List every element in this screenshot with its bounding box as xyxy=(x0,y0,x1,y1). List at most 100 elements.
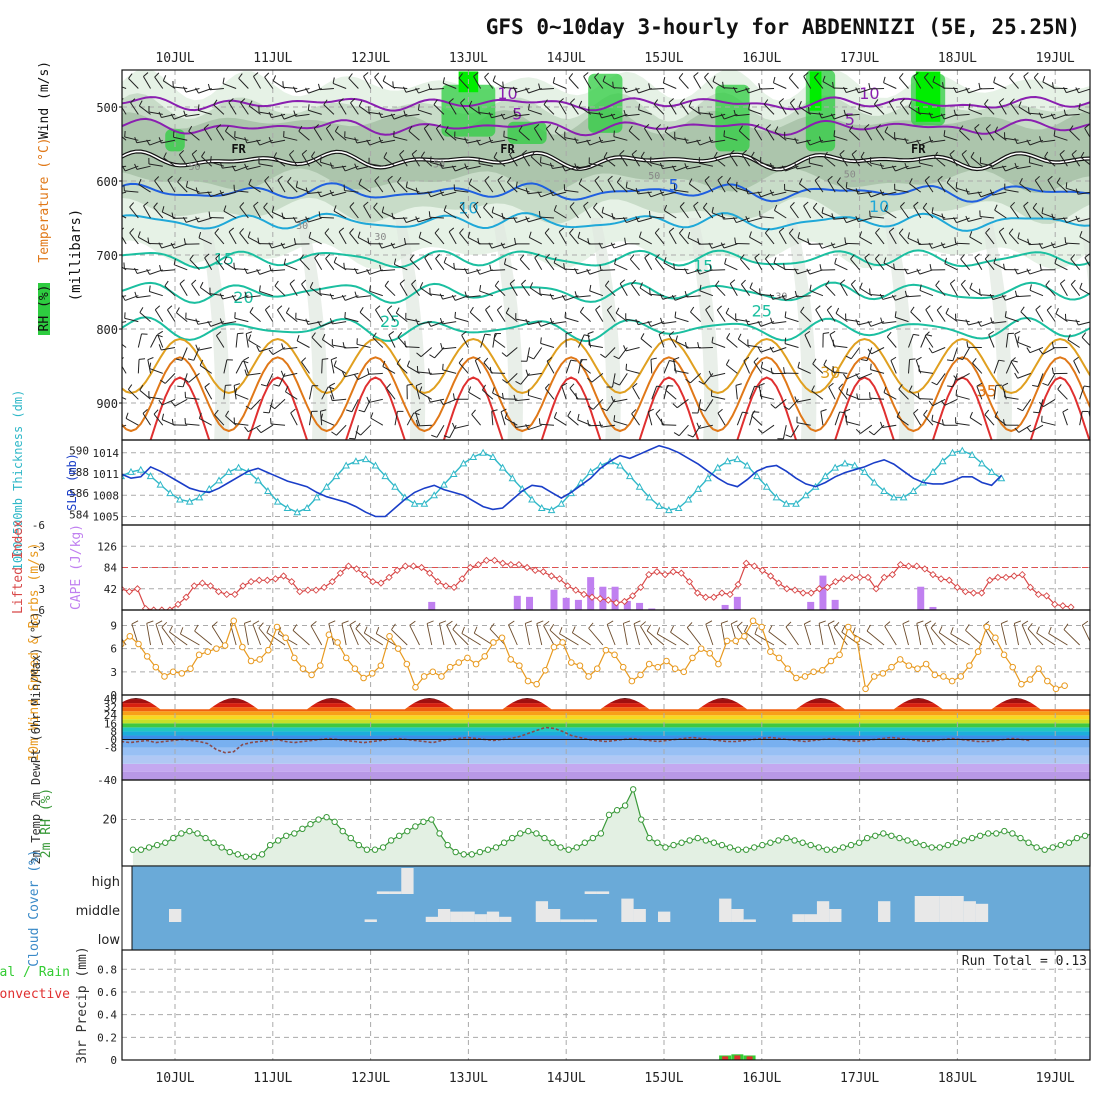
wind-barb-flag xyxy=(528,231,532,238)
wind-barb-flag xyxy=(723,130,726,137)
rh-point xyxy=(460,851,467,858)
wind-barb-flag xyxy=(1020,306,1025,313)
wind-speed-point xyxy=(576,662,584,669)
wind-barb-flag xyxy=(674,311,677,318)
wind-barb-flag xyxy=(757,191,762,198)
wind-barb-flag xyxy=(413,412,420,416)
wind-barb xyxy=(420,347,433,358)
wind-barb-flag xyxy=(635,87,639,94)
wind-barb-flag xyxy=(429,354,435,359)
surface-barb-flag xyxy=(884,621,891,627)
rh-point xyxy=(396,832,403,839)
wind-barb xyxy=(238,78,249,89)
wind-barb-flag xyxy=(382,360,386,367)
wind-barb-flag xyxy=(195,318,199,325)
wind-barb-flag xyxy=(231,294,236,301)
wind-barb-flag xyxy=(655,253,660,260)
wind-barb xyxy=(913,412,922,426)
wind-barb-flag xyxy=(354,291,358,298)
rh-point xyxy=(952,839,960,846)
wind-barb-flag xyxy=(913,72,919,77)
wind-barb xyxy=(980,294,995,297)
wind-barb-flag xyxy=(945,307,949,314)
li-point xyxy=(1010,572,1018,580)
wind-barb-flag xyxy=(271,206,275,213)
wind-barb-flag xyxy=(769,346,774,353)
surface-barb-flag xyxy=(341,620,349,624)
thickness-point xyxy=(948,448,957,456)
rh-point xyxy=(258,851,266,858)
rh-point xyxy=(904,837,911,844)
li-point xyxy=(750,562,759,570)
wind-barb-flag xyxy=(713,151,718,158)
wind-barb-flag xyxy=(884,126,889,133)
wind-barb-flag xyxy=(909,358,916,360)
wind-barb xyxy=(374,76,384,89)
cloud-bar xyxy=(731,909,744,922)
wind-barb xyxy=(515,88,530,93)
wind-barb-flag xyxy=(273,384,280,387)
wind-barb-flag xyxy=(575,392,578,399)
wind-barb-flag xyxy=(503,130,505,137)
wind-barb xyxy=(197,191,212,194)
li-point xyxy=(628,592,637,600)
wind-speed-point xyxy=(1044,677,1051,685)
wind-barb-flag xyxy=(256,268,261,275)
wind-barb xyxy=(864,257,873,271)
wind-speed-point xyxy=(550,643,558,651)
wind-barb xyxy=(625,113,640,117)
wind-barb-flag xyxy=(1050,242,1055,249)
wind-barb xyxy=(976,386,983,400)
cape-bar xyxy=(917,586,925,610)
rh-point xyxy=(863,834,871,842)
wind-barb xyxy=(199,418,212,426)
wind-barb xyxy=(290,412,298,426)
wind-barb-flag xyxy=(781,165,786,172)
wind-barb xyxy=(1017,139,1031,145)
wind-speed-point xyxy=(498,634,506,642)
wind-barb-flag xyxy=(855,319,859,326)
wind-barb-flag xyxy=(272,75,277,82)
cloud-bar xyxy=(658,911,671,922)
wind-barb-flag xyxy=(464,137,468,144)
wind-barb-flag xyxy=(835,307,840,314)
wind-barb-flag xyxy=(440,342,443,350)
wind-tick: 0 xyxy=(110,689,117,702)
wind-barb xyxy=(235,333,238,348)
thickness-point xyxy=(909,486,918,494)
wind-barb xyxy=(955,422,970,426)
wind-barb xyxy=(864,128,873,141)
rh-label: 50 xyxy=(648,171,660,182)
wind-barb-flag xyxy=(673,432,680,437)
wind-barb-flag xyxy=(567,410,572,417)
wind-barb-flag xyxy=(926,334,933,337)
wind-barb xyxy=(740,258,750,271)
wind-barb-flag xyxy=(198,231,202,239)
wind-barb xyxy=(369,290,383,297)
wind-barb-flag xyxy=(244,369,248,376)
li-point xyxy=(929,570,937,579)
wind-barb xyxy=(322,339,335,348)
wind-barb-flag xyxy=(504,412,508,419)
wind-barb-flag xyxy=(420,151,426,158)
wind-barb xyxy=(618,347,628,360)
rh2m-axis-label: 2m RH (%) xyxy=(39,788,54,858)
wind-barb-flag xyxy=(644,253,650,259)
wind-barb xyxy=(778,102,787,115)
wind-speed-point xyxy=(567,659,575,666)
wind-barb-flag xyxy=(879,163,883,169)
wind-barb xyxy=(972,362,983,374)
wind-barb-flag xyxy=(1039,136,1042,143)
wind-barb-flag xyxy=(784,311,787,318)
wind-barb-flag xyxy=(319,156,322,163)
date-label-bottom: 12JUL xyxy=(351,1071,390,1086)
wind-barb-flag xyxy=(783,263,785,270)
wind-barb-flag xyxy=(439,399,444,405)
wind-barb xyxy=(871,347,885,355)
wind-barb-flag xyxy=(273,152,277,159)
wind-barb-flag xyxy=(712,75,716,82)
surface-barb xyxy=(292,630,310,646)
surface-barb-flag xyxy=(355,622,361,629)
wind-barb xyxy=(689,183,701,193)
wind-speed-point xyxy=(559,639,566,646)
